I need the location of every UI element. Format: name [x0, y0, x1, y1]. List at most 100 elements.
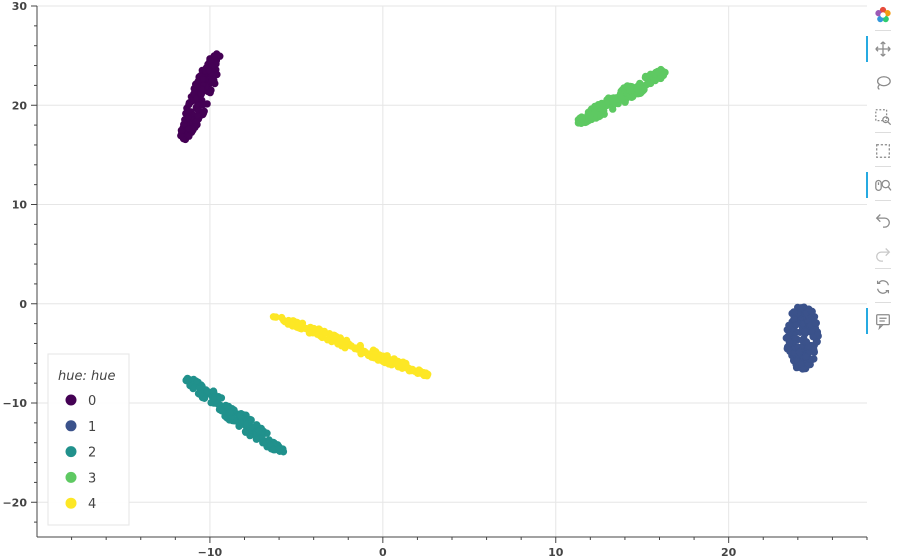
toolbar-separator: [875, 166, 891, 167]
legend-marker: [65, 394, 77, 406]
scatter-point: [227, 408, 235, 417]
legend-label: 1: [88, 420, 96, 435]
scatter-point: [193, 378, 201, 386]
plot-area[interactable]: [37, 6, 867, 537]
box-select-icon: [874, 142, 892, 160]
scatter-point: [242, 420, 250, 429]
scatter-point: [183, 113, 192, 122]
x-tick-label: 0: [379, 546, 387, 559]
scatter-point: [342, 336, 351, 345]
scatter-point: [609, 105, 617, 113]
scatter-point: [197, 90, 206, 99]
scatter-point: [811, 318, 819, 327]
scatter-point: [785, 321, 793, 330]
scatter-point: [357, 350, 365, 358]
y-tick-label: 30: [12, 0, 28, 13]
reset-tool[interactable]: [866, 274, 900, 300]
y-tick-label: −10: [2, 397, 27, 410]
scatter-point: [399, 358, 407, 366]
legend-marker: [65, 420, 77, 432]
series-0-points: [177, 50, 224, 144]
scatter-point: [792, 321, 800, 329]
scatter-point: [790, 308, 799, 316]
scatter-point: [801, 327, 809, 336]
y-tick-label: 10: [12, 199, 28, 212]
scatter-point: [177, 126, 186, 135]
wheel-zoom-tool[interactable]: [866, 172, 900, 198]
scatter-point: [210, 52, 219, 60]
scatter-point: [802, 338, 811, 346]
scatter-point: [785, 338, 794, 347]
scatter-point: [598, 101, 606, 109]
bokeh-logo-icon: [874, 6, 892, 24]
toolbar-separator: [875, 30, 891, 31]
scatter-point: [205, 66, 213, 75]
scatter-point: [275, 445, 284, 453]
scatter-point: [203, 388, 211, 396]
scatter-point: [206, 88, 214, 96]
box-select-tool[interactable]: [866, 138, 900, 164]
series-4-points: [269, 313, 432, 380]
legend-label: 2: [88, 446, 96, 461]
legend: hue: hue 0 1 2 3 4: [47, 353, 130, 526]
scatter-point: [242, 428, 250, 436]
scatter-point: [252, 435, 261, 443]
scatter-point: [650, 76, 659, 84]
lasso-select-tool[interactable]: [866, 70, 900, 96]
legend-marker: [65, 446, 77, 458]
toolbar: [866, 0, 900, 559]
toolbar-separator: [875, 268, 891, 269]
scatter-point: [305, 329, 314, 337]
scatter-point: [385, 360, 393, 368]
scatter-point: [288, 321, 296, 329]
scatter-point: [323, 336, 332, 344]
series-1-points: [782, 303, 822, 373]
redo-tool[interactable]: [866, 240, 900, 266]
scatter-point: [369, 353, 377, 361]
scatter-point: [588, 114, 596, 122]
scatter-point: [199, 75, 207, 83]
series-2-points: [182, 374, 288, 456]
box-zoom-icon: [874, 108, 892, 126]
scatter-point: [254, 427, 263, 435]
scatter-point: [591, 109, 599, 117]
scatter-point: [392, 360, 400, 368]
scatter-point: [278, 313, 286, 322]
scatter-points: [177, 50, 822, 456]
box-zoom-tool[interactable]: [866, 104, 900, 130]
scatter-point: [185, 100, 193, 109]
scatter-point: [337, 335, 345, 343]
hover-icon: [874, 312, 892, 330]
reset-icon: [874, 278, 892, 296]
x-tick-label: 10: [548, 546, 564, 559]
scatter-point: [413, 369, 422, 377]
hover-tool[interactable]: [866, 308, 900, 334]
scatter-point: [805, 305, 813, 313]
redo-icon: [874, 244, 892, 262]
legend-marker: [65, 497, 77, 509]
legend-label: 0: [88, 394, 96, 409]
bokeh-logo-tool: [866, 2, 900, 28]
legend-title: hue: hue: [58, 369, 115, 384]
scatter-point: [184, 107, 192, 116]
undo-tool[interactable]: [866, 206, 900, 232]
scatter-point: [404, 364, 412, 372]
legend-label: 3: [88, 471, 96, 486]
legend-marker: [65, 471, 77, 483]
lasso-select-icon: [874, 74, 892, 92]
scatter-point: [422, 369, 430, 377]
scatter-point: [298, 319, 307, 327]
series-3-points: [574, 65, 669, 128]
undo-icon: [874, 210, 892, 228]
scatter-point: [192, 94, 200, 103]
scatter-point: [194, 101, 202, 109]
scatter-point: [199, 109, 208, 117]
scatter-point: [802, 352, 810, 361]
scatter-point: [654, 67, 662, 76]
scatter-point: [797, 360, 805, 368]
pan-icon: [874, 40, 892, 58]
pan-tool[interactable]: [866, 36, 900, 62]
x-tick-label: −10: [198, 546, 223, 559]
